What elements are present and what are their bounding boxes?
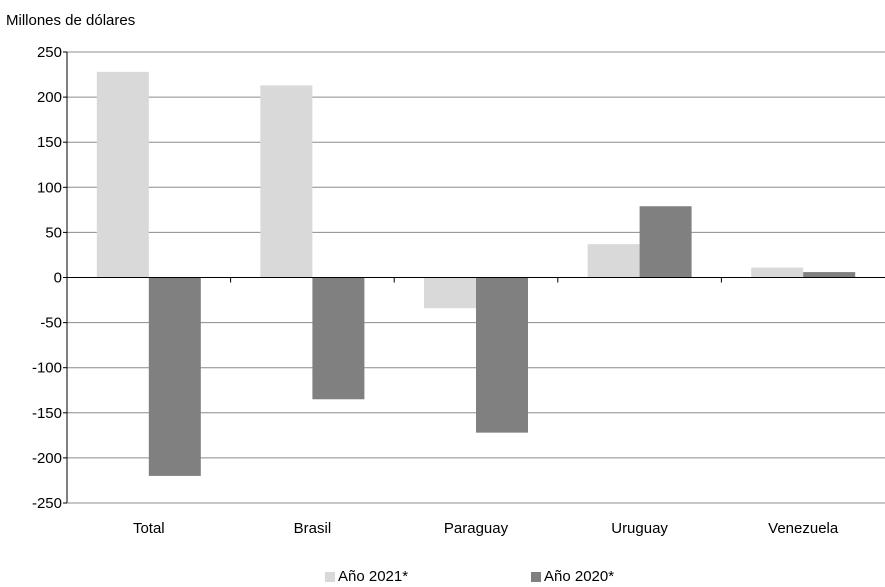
y-tick-label: 250 (37, 44, 62, 61)
y-tick-label: 100 (37, 179, 62, 196)
bar-chart: Millones de dólares 250 200 150 100 50 0 -50 -1… (6, 12, 885, 537)
x-tick-label: Venezuela (768, 520, 839, 537)
bar-2021-uruguay (587, 244, 640, 278)
legend-swatch-2021 (325, 571, 335, 582)
legend-item-2021: Año 2021* (325, 568, 408, 585)
bar-2021-venezuela (751, 267, 804, 278)
legend-label-2021: Año 2021* (338, 568, 409, 585)
bar-2021-total (96, 71, 149, 278)
bar-2020-brasil (312, 277, 365, 400)
y-tick-label: -150 (32, 405, 62, 422)
y-tick-label: 150 (37, 134, 62, 151)
legend-item-2020: Año 2020* (531, 568, 614, 585)
y-tick-label: 0 (54, 270, 62, 287)
bar-2020-venezuela (803, 272, 856, 278)
bar-2021-brasil (260, 85, 313, 278)
y-tick-label: -250 (32, 495, 62, 512)
y-tick-label: 200 (37, 89, 62, 106)
legend: Año 2021* Año 2020* (0, 568, 885, 587)
y-tick-label: 50 (45, 224, 62, 241)
bar-2020-total (148, 277, 201, 476)
legend-swatch-2020 (531, 571, 541, 582)
x-tick-label: Total (133, 520, 165, 537)
legend-label-2020: Año 2020* (544, 568, 615, 585)
x-tick-labels: Total Brasil Paraguay Uruguay Venezuela (133, 520, 839, 537)
x-tick-label: Paraguay (444, 520, 509, 537)
y-tick-label: -200 (32, 450, 62, 467)
bar-2020-paraguay (476, 277, 528, 433)
bars (96, 71, 856, 476)
x-tick-label: Brasil (294, 520, 332, 537)
y-tick-labels: 250 200 150 100 50 0 -50 -100 -150 -200 -250 (32, 44, 62, 512)
y-tick-label: -100 (32, 360, 62, 377)
x-tick-label: Uruguay (611, 520, 668, 537)
y-axis-label: Millones de dólares (6, 12, 135, 29)
y-tick-label: -50 (40, 315, 62, 332)
bar-2021-paraguay (424, 277, 476, 309)
axes (63, 51, 885, 504)
bar-2020-uruguay (639, 206, 692, 278)
